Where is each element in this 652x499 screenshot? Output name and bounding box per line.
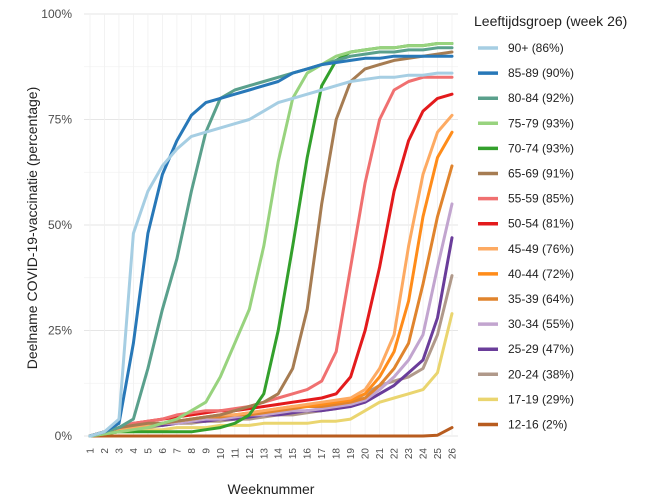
x-tick-label: 23 — [404, 448, 415, 460]
x-tick-label: 25 — [433, 448, 444, 460]
legend-label: 45-49 (76%) — [508, 242, 574, 256]
y-tick-label: 100% — [41, 7, 72, 21]
x-tick-label: 26 — [448, 448, 459, 460]
x-tick-label: 11 — [230, 448, 241, 459]
series-line-8 — [88, 113, 454, 438]
series-line-14 — [88, 312, 454, 438]
x-tick-label: 24 — [419, 448, 430, 460]
x-tick-label: 2 — [100, 448, 111, 454]
series-lines — [88, 42, 454, 438]
y-tick-label: 50% — [48, 218, 72, 232]
legend-label: 25-29 (47%) — [508, 342, 574, 356]
x-tick-label: 1 — [86, 448, 97, 454]
y-tick-label: 75% — [48, 113, 72, 127]
x-tick-label: 4 — [129, 448, 140, 454]
series-line-3 — [88, 42, 454, 438]
legend-label: 70-74 (93%) — [508, 141, 574, 155]
legend-label: 17-19 (29%) — [508, 392, 574, 406]
series-line-1 — [88, 54, 454, 438]
legend-label: 12-16 (2%) — [508, 418, 567, 432]
series-line-0 — [88, 71, 454, 438]
legend-label: 30-34 (55%) — [508, 317, 574, 331]
legend-label: 85-89 (90%) — [508, 66, 574, 80]
x-tick-label: 15 — [288, 448, 299, 460]
y-axis-title: Deelname COVID-19-vaccinatie (percentage… — [24, 87, 40, 369]
x-tick-label: 7 — [172, 448, 183, 454]
series-line-15 — [88, 426, 454, 438]
x-tick-label: 21 — [375, 448, 386, 460]
y-tick-label: 25% — [48, 324, 72, 338]
x-tick-label: 19 — [346, 448, 357, 460]
legend-label: 50-54 (81%) — [508, 217, 574, 231]
series-line-6 — [88, 75, 454, 438]
legend-label: 80-84 (92%) — [508, 91, 574, 105]
x-tick-label: 16 — [303, 448, 314, 460]
x-tick-label: 5 — [143, 448, 154, 454]
series-line-5 — [88, 50, 454, 438]
x-tick-label: 17 — [317, 448, 328, 460]
legend-label: 75-79 (93%) — [508, 116, 574, 130]
legend-label: 35-39 (64%) — [508, 292, 574, 306]
x-tick-label: 20 — [361, 448, 372, 460]
x-tick-label: 18 — [332, 448, 343, 460]
x-tick-label: 14 — [274, 448, 285, 460]
legend-title: Leeftijdsgroep (week 26) — [474, 13, 627, 29]
x-axis-title: Weeknummer — [228, 481, 315, 497]
legend-label: 90+ (86%) — [508, 41, 564, 55]
x-axis-ticks: 1 2 3 4 5 6 7 8 9 10 11 12 13 14 15 16 17 18 19 20 21 22 23 24 2… — [86, 448, 459, 460]
x-tick-label: 9 — [201, 448, 212, 454]
legend-label: 40-44 (72%) — [508, 267, 574, 281]
y-axis-ticks: 0% 25% 50% 75% 100% — [41, 7, 72, 443]
x-tick-label: 10 — [216, 448, 227, 460]
legend-label: 65-69 (91%) — [508, 167, 574, 181]
legend-label: 55-59 (85%) — [508, 192, 574, 206]
y-tick-label: 0% — [55, 429, 73, 443]
x-tick-label: 6 — [158, 448, 169, 454]
series-line-2 — [88, 46, 454, 438]
x-tick-label: 3 — [114, 448, 125, 454]
x-tick-label: 8 — [187, 448, 198, 454]
legend: 90+ (86%) 85-89 (90%) 80-84 (92%) 75-79 (93… — [478, 41, 574, 432]
x-tick-label: 22 — [390, 448, 401, 460]
x-tick-label: 13 — [259, 448, 270, 460]
legend-label: 20-24 (38%) — [508, 367, 574, 381]
x-tick-label: 12 — [245, 448, 256, 460]
